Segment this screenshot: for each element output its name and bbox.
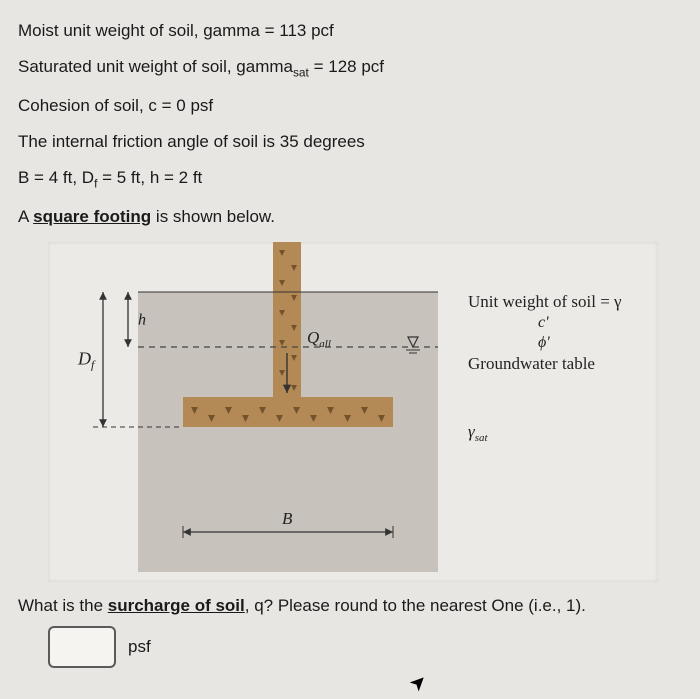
svg-text:Groundwater table: Groundwater table (468, 354, 595, 373)
line-footing: A square footing is shown below. (18, 206, 682, 228)
svg-text:B: B (282, 509, 293, 528)
svg-text:ϕ': ϕ' (538, 334, 550, 351)
answer-unit: psf (128, 637, 151, 657)
svg-text:Df: Df (77, 349, 96, 372)
problem-statement: Moist unit weight of soil, gamma = 113 p… (18, 20, 682, 228)
svg-text:γsat: γsat (468, 422, 488, 444)
line-gamma-sat: Saturated unit weight of soil, gammasat … (18, 56, 682, 81)
svg-text:Unit weight of soil = γ: Unit weight of soil = γ (468, 292, 622, 311)
line-dimensions: B = 4 ft, Df = 5 ft, h = 2 ft (18, 167, 682, 192)
question-text: What is the surcharge of soil, q? Please… (18, 596, 682, 616)
footing-diagram: DfhQallBUnit weight of soil = γc'ϕ'Groun… (48, 242, 658, 582)
answer-input[interactable] (48, 626, 116, 668)
svg-text:c': c' (538, 314, 549, 331)
line-gamma: Moist unit weight of soil, gamma = 113 p… (18, 20, 682, 42)
answer-row: psf (48, 626, 682, 668)
svg-text:h: h (138, 312, 146, 329)
line-cohesion: Cohesion of soil, c = 0 psf (18, 95, 682, 117)
line-friction: The internal friction angle of soil is 3… (18, 131, 682, 153)
cursor-icon: ➤ (404, 668, 434, 698)
diagram-svg: DfhQallBUnit weight of soil = γc'ϕ'Groun… (48, 242, 658, 582)
